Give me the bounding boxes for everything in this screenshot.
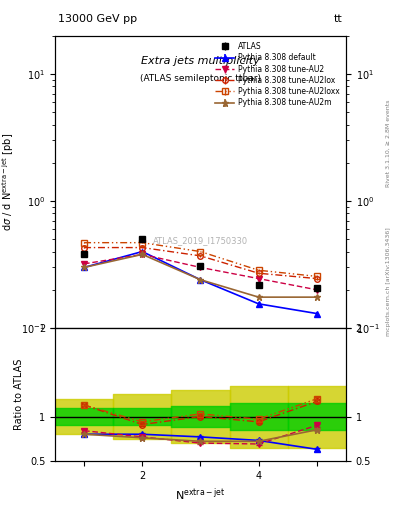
Text: Rivet 3.1.10, ≥ 2.8M events: Rivet 3.1.10, ≥ 2.8M events	[386, 100, 391, 187]
Text: ATLAS_2019_I1750330: ATLAS_2019_I1750330	[153, 236, 248, 245]
Legend: ATLAS, Pythia 8.308 default, Pythia 8.308 tune-AU2, Pythia 8.308 tune-AU2lox, Py: ATLAS, Pythia 8.308 default, Pythia 8.30…	[213, 39, 342, 110]
Y-axis label: d$\sigma$ / d N$^{\rm extra-jet}$ [pb]: d$\sigma$ / d N$^{\rm extra-jet}$ [pb]	[0, 133, 16, 231]
Text: tt: tt	[334, 14, 343, 24]
Text: mcplots.cern.ch [arXiv:1306.3436]: mcplots.cern.ch [arXiv:1306.3436]	[386, 227, 391, 336]
X-axis label: N$^{\rm extra-jet}$: N$^{\rm extra-jet}$	[175, 486, 226, 503]
Text: Extra jets multiplicity: Extra jets multiplicity	[141, 56, 260, 66]
Text: 13000 GeV pp: 13000 GeV pp	[58, 14, 137, 24]
Text: (ATLAS semileptonic ttbar): (ATLAS semileptonic ttbar)	[140, 74, 261, 83]
Y-axis label: Ratio to ATLAS: Ratio to ATLAS	[15, 359, 24, 430]
